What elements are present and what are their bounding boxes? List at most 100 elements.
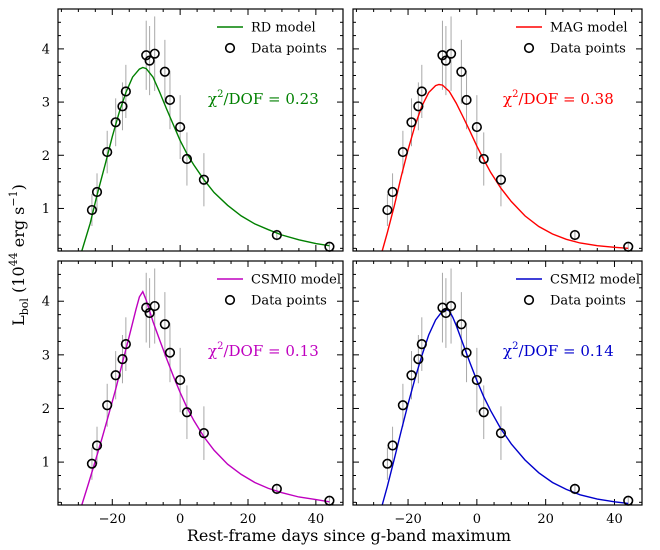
data-point (478, 407, 489, 418)
chi-square-label: χ2/DOF = 0.23 (208, 89, 319, 108)
legend-data-swatch (224, 42, 236, 54)
data-point (181, 407, 193, 418)
x-tick-label: 20 (240, 512, 257, 527)
y-tick-label: 3 (42, 96, 50, 111)
y-axis-title-sub: bol (18, 298, 31, 316)
panel-frame (352, 260, 643, 506)
legend-model-label: RD model (251, 21, 316, 36)
panel-frame (57, 8, 344, 252)
y-axis-title-unit-sup: −1 (7, 190, 20, 206)
data-point (445, 300, 457, 312)
legend-data-label: Data points (550, 294, 626, 309)
data-point (406, 370, 417, 381)
data-point (149, 300, 160, 312)
data-point (569, 229, 581, 241)
data-point (416, 339, 427, 350)
model-curve (81, 66, 330, 251)
data-point (198, 428, 209, 439)
legend-data-label: Data points (550, 42, 626, 57)
data-point (471, 121, 482, 133)
panel-4: −20 0 20 40 CSMI2 model Data points χ2/DOF = 0… (352, 260, 643, 527)
x-tick-label: −20 (99, 512, 126, 527)
data-point (456, 66, 467, 77)
panel-frame (352, 8, 643, 252)
data-point (120, 339, 131, 350)
chi-value: /DOF = 0.38 (518, 90, 613, 108)
data-point (397, 400, 408, 411)
data-point (175, 374, 186, 386)
chi-square-label: χ2/DOF = 0.38 (503, 89, 614, 108)
chi-exponent: 2 (217, 89, 223, 100)
y-axis-title-unit: erg s (9, 207, 28, 253)
data-point (175, 121, 186, 133)
data-point (440, 55, 451, 66)
data-point (413, 354, 424, 365)
legend-model-label: MAG model (550, 21, 628, 36)
y-tick-label: 1 (42, 456, 50, 471)
x-tick-label: 20 (537, 512, 554, 527)
legend-model-label: CSMI0 model (251, 273, 341, 288)
data-point (456, 319, 467, 330)
data-point (181, 153, 193, 165)
data-point (117, 354, 128, 365)
data-point (416, 86, 427, 97)
data-point (461, 94, 472, 106)
data-point (102, 400, 113, 411)
data-point (387, 186, 398, 198)
data-point (149, 48, 160, 59)
data-point (91, 186, 103, 198)
data-point (86, 204, 98, 216)
data-point (164, 347, 176, 358)
panel-2: MAG model Data points χ2/DOF = 0.38 (352, 8, 643, 252)
chi-exponent: 2 (512, 89, 518, 100)
chi-symbol: χ (503, 90, 512, 108)
y-tick-label: 2 (42, 149, 50, 164)
chi-square-label: χ2/DOF = 0.14 (503, 341, 614, 360)
data-point (406, 117, 417, 128)
legend-data-label: Data points (251, 42, 327, 57)
data-point (86, 458, 98, 469)
model-curve (381, 83, 629, 251)
data-point (413, 101, 424, 112)
chi-symbol: χ (503, 342, 512, 360)
data-point (569, 483, 581, 495)
data-point (495, 174, 507, 185)
data-point (445, 48, 457, 59)
y-tick-label: 4 (42, 295, 50, 310)
data-point (110, 117, 121, 128)
y-axis-title: Lbol (1044 erg s−1) (7, 184, 31, 326)
y-tick-label: 3 (42, 348, 50, 363)
x-axis-title: Rest-frame days since g-band maximum (187, 526, 511, 545)
x-tick-label: 40 (606, 512, 623, 527)
model-curve (81, 290, 330, 505)
data-point (120, 86, 131, 97)
data-point (461, 347, 472, 358)
data-point (144, 55, 155, 66)
data-point (91, 440, 103, 451)
y-axis-title-close: ) (9, 184, 28, 190)
x-tick-label: 0 (473, 512, 481, 527)
chi-value: /DOF = 0.13 (223, 342, 318, 360)
data-point (271, 229, 282, 241)
legend-data-label: Data points (251, 294, 327, 309)
data-point (159, 66, 170, 77)
chi-symbol: χ (208, 342, 217, 360)
legend-data-swatch (523, 294, 535, 306)
legend-data-swatch (224, 294, 236, 306)
panels: 1 2 3 4 RD model Data points χ2/DOF = 0.23 MAG … (42, 8, 643, 527)
chi-exponent: 2 (217, 341, 223, 352)
y-axis-title-sup: 44 (7, 252, 20, 266)
chi-square-label: χ2/DOF = 0.13 (208, 341, 319, 360)
data-point (159, 319, 170, 330)
legend-model-label: CSMI2 model (550, 273, 640, 288)
data-point (117, 101, 128, 112)
model-curve (381, 308, 629, 505)
data-point (271, 483, 282, 495)
data-point (110, 370, 121, 381)
data-point (440, 307, 451, 319)
data-point (102, 146, 113, 158)
data-point (471, 374, 482, 386)
